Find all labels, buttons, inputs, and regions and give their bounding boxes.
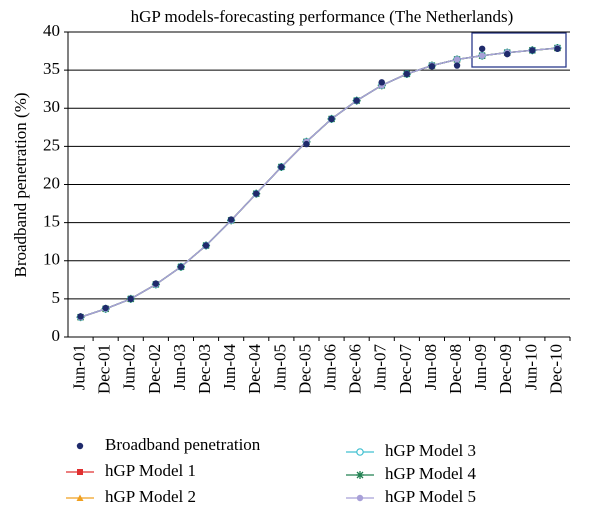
y-tick-label: 40 <box>43 21 60 40</box>
x-tick-label: Jun-03 <box>170 344 189 390</box>
x-tick-label: Dec-06 <box>346 344 365 394</box>
y-tick-label: 5 <box>52 288 61 307</box>
legend-item: hGP Model 2 <box>66 487 196 506</box>
x-tick-label: Dec-10 <box>546 344 565 394</box>
x-tick-label: Jun-09 <box>471 344 490 390</box>
legend-item: hGP Model 4 <box>346 464 476 483</box>
legend-item: hGP Model 3 <box>346 441 476 460</box>
series-line <box>80 47 558 318</box>
series <box>77 44 561 321</box>
series <box>77 45 561 321</box>
marker <box>127 295 134 303</box>
y-tick-label: 25 <box>43 135 60 154</box>
marker <box>478 45 486 52</box>
y-tick-label: 10 <box>43 250 60 269</box>
marker <box>356 471 364 479</box>
x-tick-label: Jun-10 <box>521 344 540 390</box>
forecast-box <box>471 32 567 68</box>
y-tick-label: 35 <box>43 59 60 78</box>
x-tick-label: Dec-09 <box>496 344 515 394</box>
legend-item: hGP Model 1 <box>66 461 196 480</box>
x-tick-label: Dec-05 <box>295 344 314 394</box>
marker <box>177 263 185 271</box>
x-tick-label: Jun-02 <box>120 344 139 390</box>
marker <box>378 79 385 86</box>
legend-label: hGP Model 2 <box>105 487 196 506</box>
marker <box>453 56 461 63</box>
x-tick-label: Jun-05 <box>270 344 289 390</box>
marker <box>152 280 160 287</box>
legend-item: hGP Model 5 <box>346 487 476 506</box>
marker <box>303 140 310 148</box>
marker <box>353 97 360 104</box>
x-tick-label: Jun-07 <box>371 344 390 391</box>
series-line <box>80 47 558 318</box>
marker <box>278 163 285 171</box>
x-tick-label: Dec-03 <box>195 344 214 394</box>
y-tick-label: 0 <box>52 326 61 345</box>
marker <box>504 50 511 58</box>
legend-label: hGP Model 5 <box>385 487 476 506</box>
marker <box>356 448 364 456</box>
marker <box>77 313 84 320</box>
series <box>76 44 562 322</box>
marker <box>529 47 536 54</box>
legend-item: Broadband penetration <box>76 435 261 454</box>
legend-label: Broadband penetration <box>105 435 261 454</box>
marker <box>403 70 411 78</box>
marker <box>478 52 486 59</box>
x-tick-label: Dec-01 <box>95 344 114 394</box>
series-line <box>80 47 558 318</box>
x-tick-label: Jun-08 <box>421 344 440 390</box>
x-tick-label: Jun-01 <box>69 344 88 390</box>
y-tick-label: 30 <box>43 97 60 116</box>
legend-label: hGP Model 1 <box>105 461 196 480</box>
marker <box>77 469 83 475</box>
series <box>77 44 561 321</box>
legend-label: hGP Model 3 <box>385 441 476 460</box>
series-line <box>80 47 558 318</box>
marker <box>102 304 109 312</box>
series-line <box>80 47 558 318</box>
x-tick-label: Dec-08 <box>446 344 465 394</box>
marker <box>253 190 260 197</box>
marker <box>356 494 364 502</box>
marker <box>76 494 84 501</box>
marker <box>328 115 335 123</box>
x-tick-label: Jun-06 <box>320 344 339 390</box>
y-tick-label: 15 <box>43 212 60 231</box>
series <box>76 44 562 321</box>
marker <box>453 62 461 69</box>
x-tick-label: Jun-04 <box>220 344 239 391</box>
marker <box>202 242 210 249</box>
series <box>77 45 561 320</box>
x-tick-label: Dec-04 <box>245 344 264 395</box>
chart-title: hGP models-forecasting performance (The … <box>131 7 514 26</box>
marker <box>428 63 436 70</box>
marker <box>227 216 235 223</box>
legend-label: hGP Model 4 <box>385 464 476 483</box>
y-tick-label: 20 <box>43 173 60 192</box>
marker <box>554 45 561 52</box>
y-axis-label: Broadband penetration (%) <box>11 92 30 277</box>
x-tick-label: Dec-07 <box>396 344 415 395</box>
marker <box>76 442 84 450</box>
x-tick-label: Dec-02 <box>145 344 164 394</box>
